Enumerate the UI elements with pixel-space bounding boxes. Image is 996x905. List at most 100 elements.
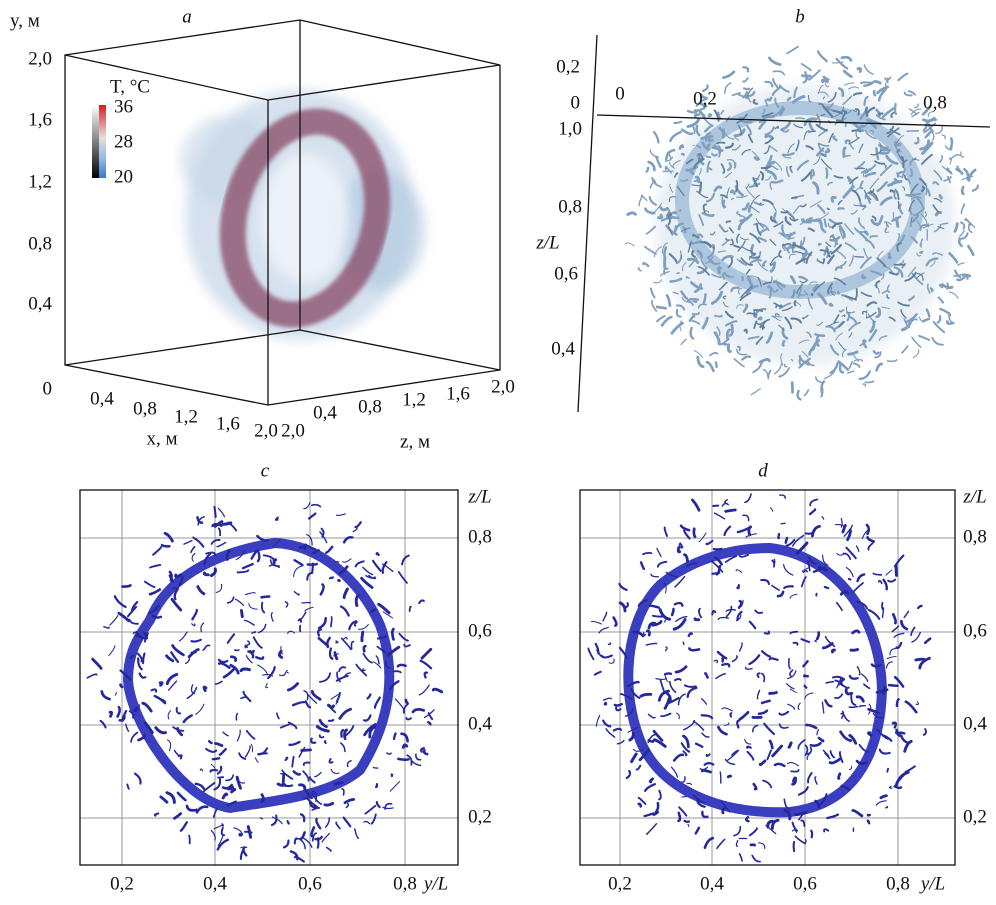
vortex-filament	[600, 654, 613, 659]
vortex-filament	[239, 667, 251, 673]
y-tick-label: 0,4	[28, 293, 52, 314]
vortex-filament	[303, 790, 314, 800]
vortex-filament	[743, 328, 748, 334]
vortex-filament	[213, 505, 217, 518]
vortex-filament	[855, 695, 865, 703]
vortex-filament	[794, 835, 807, 845]
vortex-filament	[298, 545, 307, 550]
vortex-filament	[693, 349, 704, 359]
vortex-filament	[644, 245, 657, 255]
vortex-filament	[728, 323, 734, 337]
vortex-filament	[651, 620, 663, 627]
vortex-filament	[761, 260, 767, 267]
vortex-filament	[134, 634, 146, 640]
vortex-filament	[722, 70, 736, 79]
vortex-filament	[898, 203, 904, 215]
vortex-filament	[192, 536, 205, 548]
vortex-filament	[286, 682, 300, 692]
vortex-filament	[645, 166, 650, 173]
vortex-filament	[149, 563, 162, 569]
vortex-filament	[787, 703, 796, 710]
vortex-filament	[230, 655, 238, 662]
vortex-filament	[863, 247, 869, 259]
vortex-filament	[770, 179, 784, 184]
vortex-filament	[703, 836, 715, 850]
vortex-filament	[844, 242, 857, 251]
vortex-filament	[766, 96, 773, 102]
vortex-filament	[866, 819, 871, 825]
plot-frame	[579, 489, 956, 866]
vortex-filament	[234, 648, 240, 652]
vortex-filament	[668, 161, 676, 169]
vortex-filament	[704, 255, 714, 265]
vortex-filament	[864, 380, 875, 384]
vortex-filament	[244, 745, 251, 758]
vortex-filament	[717, 266, 722, 275]
vortex-filament	[738, 553, 750, 558]
vortex-filament	[758, 759, 767, 767]
vortex-filament	[793, 810, 808, 817]
vortex-filament	[922, 223, 934, 229]
vortex-filament	[679, 542, 684, 549]
vortex-filament	[748, 182, 761, 189]
vortex-filament	[726, 162, 732, 172]
vortex-filament	[812, 283, 819, 291]
vortex-filament	[100, 690, 111, 701]
vortex-filament	[685, 276, 690, 279]
vortex-filament	[670, 766, 679, 778]
vortex-filament	[778, 107, 786, 117]
left-tick-label: 0,6	[554, 263, 578, 284]
vortex-filament	[665, 571, 678, 578]
vortex-filament	[885, 154, 899, 165]
vortex-filament	[814, 639, 817, 643]
vortex-filament	[781, 339, 786, 347]
vortex-filament	[642, 261, 650, 268]
vortex-filament	[771, 744, 784, 758]
vortex-filament	[917, 604, 923, 610]
vortex-filament	[792, 205, 800, 215]
vortex-filament	[382, 611, 394, 619]
vortex-filament	[210, 829, 216, 841]
vortex-filament	[279, 723, 290, 729]
vortex-filament	[706, 143, 711, 151]
vortex-filament	[815, 631, 821, 641]
vortex-filament	[863, 80, 876, 88]
vortex-filament	[687, 632, 693, 638]
vortex-filament	[243, 619, 255, 626]
vortex-filament	[809, 498, 819, 507]
vortex-filament	[724, 171, 732, 179]
vortex-filament	[390, 627, 395, 641]
vortex-filament	[651, 202, 662, 215]
vortex-filament	[756, 320, 766, 326]
vortex-filament	[860, 291, 873, 298]
vortex-filament	[194, 782, 206, 790]
vortex-filament	[885, 805, 889, 809]
vortex-filament	[843, 223, 855, 235]
vortex-filament	[245, 654, 253, 664]
vortex-filament	[878, 335, 888, 341]
vortex-filament	[366, 693, 372, 700]
vortex-filament	[418, 599, 425, 605]
vortex-filament	[938, 283, 944, 289]
vortex-filament	[695, 124, 701, 137]
vortex-filament	[165, 791, 176, 804]
vortex-filament	[338, 565, 349, 576]
vortex-filament	[728, 227, 734, 234]
vortex-filament	[818, 103, 824, 107]
vortex-filament	[733, 825, 742, 837]
vortex-filament	[748, 254, 756, 260]
vortex-filament	[673, 172, 679, 178]
vortex-filament	[887, 578, 897, 583]
vortex-filament	[328, 647, 334, 660]
vortex-filament	[108, 645, 116, 657]
vortex-filament	[615, 706, 622, 712]
vortex-filament	[877, 88, 887, 102]
vortex-filament	[245, 592, 256, 596]
vortex-filament	[850, 209, 858, 215]
vortex-filament	[288, 740, 301, 747]
vortex-filament	[773, 762, 786, 768]
vortex-filament	[632, 630, 645, 638]
axis-line	[596, 114, 991, 128]
vortex-filament	[676, 272, 681, 275]
